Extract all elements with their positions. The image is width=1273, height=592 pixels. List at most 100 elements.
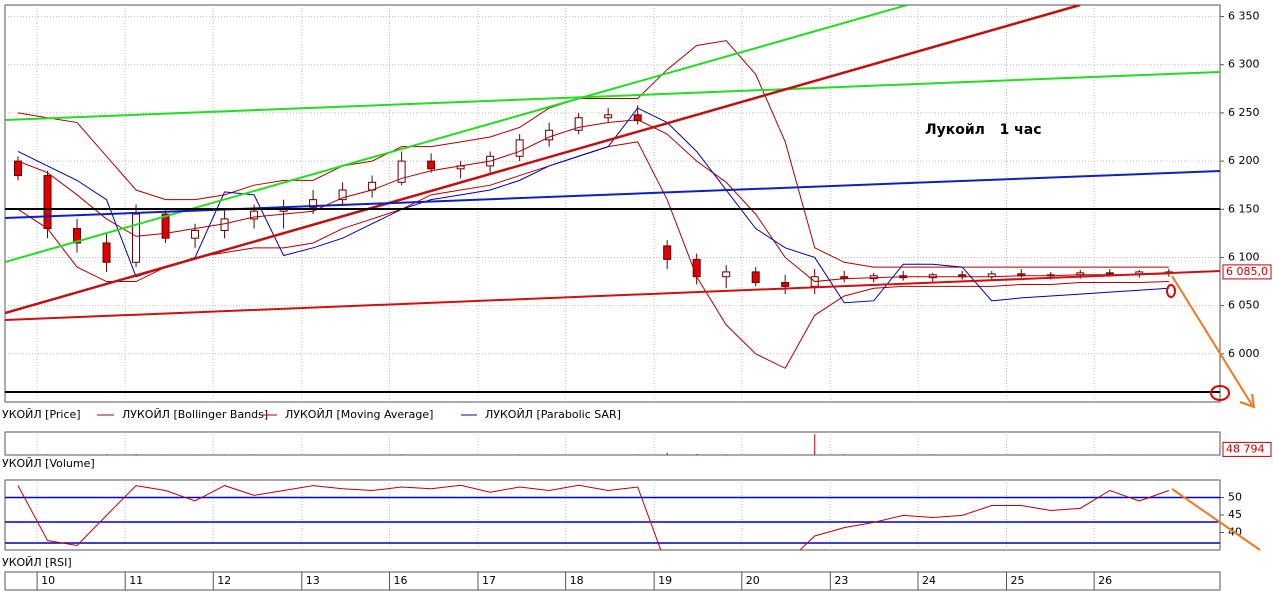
candle-body xyxy=(14,160,23,177)
x-tick-label: 11 xyxy=(129,574,143,587)
trend-line xyxy=(5,270,1220,321)
volume-bar xyxy=(489,454,491,455)
volume-bar xyxy=(76,454,78,455)
volume-bar xyxy=(755,454,757,455)
volume-bar xyxy=(814,434,816,455)
volume-bar xyxy=(1138,454,1140,455)
volume-plot xyxy=(17,434,1170,455)
rsi-plot xyxy=(17,484,1169,550)
candle-body xyxy=(633,114,642,122)
trend-lines xyxy=(5,5,1220,393)
volume-bar xyxy=(725,454,727,455)
candle-body xyxy=(545,129,554,141)
candle-body xyxy=(427,160,436,170)
trend-line xyxy=(5,170,1220,219)
trend-line xyxy=(5,5,1081,315)
rsi-line xyxy=(17,484,1169,550)
indicator-line xyxy=(17,119,1169,283)
legend-label: ЛУКОЙЛ [Parabolic SAR] xyxy=(485,408,621,421)
volume-bar xyxy=(843,454,845,455)
y-tick-box xyxy=(1222,441,1272,457)
marker-ellipse xyxy=(1210,385,1230,401)
panel-title: УКОЙЛ [Volume] xyxy=(2,457,95,470)
candle-body xyxy=(781,282,790,287)
x-tick-label: 13 xyxy=(306,574,320,587)
forecast-arrow xyxy=(1171,488,1261,551)
x-tick-label: 19 xyxy=(658,574,672,587)
y-tick-label: 6 250 xyxy=(1228,106,1260,119)
x-tick-label: 23 xyxy=(834,574,848,587)
volume-bar xyxy=(519,454,521,455)
x-tick-label: 25 xyxy=(1011,574,1025,587)
candle-body xyxy=(73,228,82,244)
x-tick-label: 18 xyxy=(570,574,584,587)
x-tick-label: 26 xyxy=(1098,574,1112,587)
candle-body xyxy=(102,242,111,263)
candle-body xyxy=(397,160,406,183)
x-tick-label: 10 xyxy=(41,574,55,587)
annotation: Лукойл 1 час xyxy=(925,122,1042,138)
volume-bar xyxy=(47,454,49,455)
y-tick-label: 45 xyxy=(1228,508,1242,521)
candle-body xyxy=(220,218,229,231)
volume-bar xyxy=(106,454,108,455)
legend-label: УКОЙЛ [Price] xyxy=(2,408,81,421)
rsi-panel xyxy=(4,479,1221,551)
y-tick-label: 6 050 xyxy=(1228,299,1260,312)
plot-layer: 10 11 12 13 16 17 18 19 20 23 24 25 26 6 000 6 050 6 10… xyxy=(2,5,1272,590)
candle-body xyxy=(250,210,259,220)
volume-bar xyxy=(932,454,934,455)
volume-bar xyxy=(1109,454,1111,455)
candle-body xyxy=(191,229,200,239)
x-tick-label: 12 xyxy=(217,574,231,587)
candle-body xyxy=(309,199,318,208)
legend-label: ЛУКОЙЛ [Bollinger Bands] xyxy=(122,408,268,421)
y-tick-label: 6 200 xyxy=(1228,154,1260,167)
x-tick-label: 24 xyxy=(922,574,936,587)
price-plot xyxy=(14,40,1173,369)
candle-body xyxy=(161,213,170,239)
volume-bar xyxy=(401,454,403,455)
y-tick-label: 6 000 xyxy=(1228,347,1260,360)
volume-bar xyxy=(253,454,255,455)
y-tick-label: 48 794 xyxy=(1226,442,1265,455)
forecast-arrow xyxy=(1171,275,1253,406)
indicator-line xyxy=(17,40,1169,268)
volume-bar xyxy=(224,454,226,455)
volume-bar xyxy=(342,454,344,455)
volume-bar xyxy=(696,454,698,455)
candle-body xyxy=(692,258,701,278)
volume-bar xyxy=(1050,454,1052,455)
x-tick-label: 20 xyxy=(746,574,760,587)
volume-panel xyxy=(4,431,1221,456)
y-tick-label: 50 xyxy=(1228,491,1242,504)
legend-label: ЛУКОЙЛ [Moving Average] xyxy=(285,408,433,421)
trend-line xyxy=(5,5,908,263)
x-tick-label: 17 xyxy=(482,574,496,587)
volume-bar xyxy=(873,454,875,455)
arrow-head xyxy=(1239,393,1256,409)
candle-body xyxy=(574,117,583,131)
candle-body xyxy=(722,271,731,278)
candle-body xyxy=(43,175,52,230)
candle-body xyxy=(751,271,760,284)
candle-body xyxy=(1105,272,1114,275)
y-tick-label: 6 100 xyxy=(1228,250,1260,263)
y-tick-label: 6 350 xyxy=(1228,10,1260,23)
volume-bar xyxy=(666,452,668,455)
last-price-label: 6 085,0 xyxy=(1226,265,1268,278)
x-tick-label: 16 xyxy=(393,574,407,587)
trend-line xyxy=(5,71,1220,121)
candle-body xyxy=(663,245,672,260)
indicator-line xyxy=(17,107,1169,304)
volume-bar xyxy=(637,454,639,455)
last-price-box xyxy=(1222,264,1272,280)
x-axis-bar xyxy=(4,571,1221,591)
y-tick-label: 6 150 xyxy=(1228,202,1260,215)
panel-title: УКОЙЛ [RSI] xyxy=(2,556,72,569)
marker-ellipse xyxy=(1166,284,1176,298)
candle-body xyxy=(338,189,347,201)
candle-body xyxy=(604,114,613,119)
volume-bar xyxy=(135,454,137,455)
